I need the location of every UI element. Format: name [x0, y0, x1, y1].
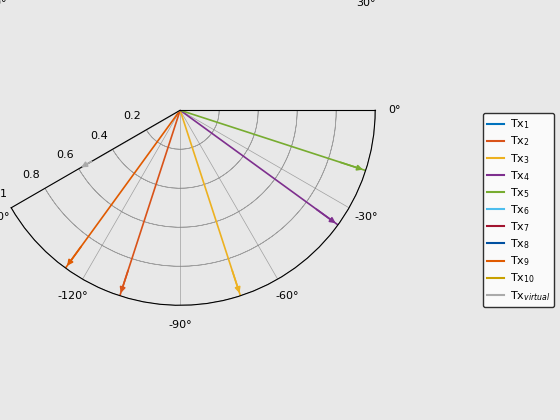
Legend: Tx$_1$, Tx$_2$, Tx$_3$, Tx$_4$, Tx$_5$, Tx$_6$, Tx$_7$, Tx$_8$, Tx$_9$, Tx$_{10}: Tx$_1$, Tx$_2$, Tx$_3$, Tx$_4$, Tx$_5$, …	[483, 113, 554, 307]
